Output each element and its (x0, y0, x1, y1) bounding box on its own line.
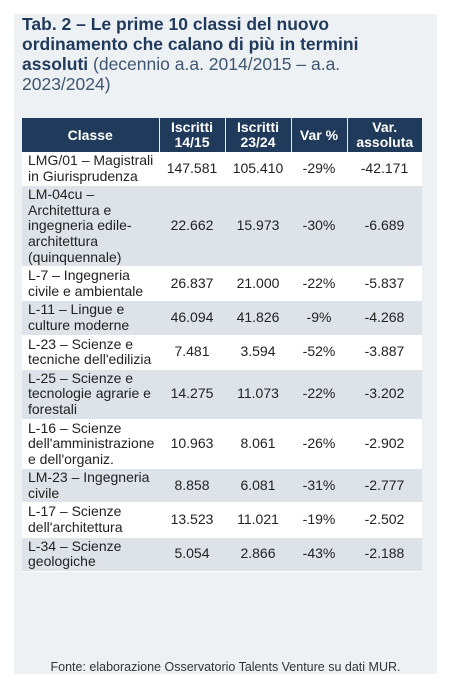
cell-var-abs: -3.202 (347, 369, 422, 420)
cell-classe: L-34 – Scienze geologiche (22, 537, 159, 572)
table-row: L-7 – Ingegneria civile e ambientale 26.… (22, 266, 422, 302)
cell-var-pct: -52% (291, 335, 347, 370)
cell-classe: L-25 – Scienze e tecnologie agrarie e fo… (22, 369, 159, 420)
cell-var-pct: -30% (291, 185, 347, 268)
cell-var-abs: -4.268 (347, 300, 422, 336)
cell-iscritti-1415: 147.581 (159, 152, 225, 187)
cell-var-pct: -22% (291, 369, 347, 420)
cell-var-abs: -2.188 (347, 537, 422, 572)
cell-var-abs: -42.171 (347, 152, 422, 187)
cell-var-pct: -9% (291, 300, 347, 336)
cell-iscritti-1415: 26.837 (159, 266, 225, 302)
cell-classe: L-16 – Scienze dell'amministrazione e de… (22, 419, 159, 470)
cell-var-abs: -2.502 (347, 502, 422, 538)
header-iscritti-1415: Iscritti 14/15 (159, 118, 226, 152)
header-var-pct: Var % (291, 118, 348, 152)
table-row: L-25 – Scienze e tecnologie agrarie e fo… (22, 369, 422, 420)
cell-iscritti-1415: 7.481 (159, 335, 225, 370)
cell-iscritti-1415: 8.858 (159, 468, 225, 504)
table-title: Tab. 2 – Le prime 10 classi del nuovo or… (22, 14, 407, 94)
source-note: Fonte: elaborazione Osservatorio Talents… (50, 660, 401, 674)
header-row: Classe Iscritti 14/15 Iscritti 23/24 Var… (22, 118, 422, 152)
cell-iscritti-2324: 15.973 (225, 185, 291, 268)
data-table: Classe Iscritti 14/15 Iscritti 23/24 Var… (22, 118, 422, 572)
cell-iscritti-2324: 11.073 (225, 369, 291, 420)
cell-iscritti-2324: 2.866 (225, 537, 291, 572)
cell-iscritti-2324: 105.410 (225, 152, 291, 187)
table-row: LM-23 – Ingegneria civile 8.858 6.081 -3… (22, 468, 422, 504)
title-bold: Tab. 2 – Le prime 10 classi del nuovo or… (22, 14, 359, 74)
cell-var-pct: -22% (291, 266, 347, 302)
cell-classe: LM-04cu – Architettura e ingegneria edil… (22, 185, 159, 268)
cell-iscritti-1415: 22.662 (159, 185, 225, 268)
cell-classe: L-23 – Scienze e tecniche dell'edilizia (22, 335, 159, 370)
table-row: L-34 – Scienze geologiche 5.054 2.866 -4… (22, 537, 422, 572)
cell-iscritti-1415: 5.054 (159, 537, 225, 572)
cell-var-abs: -6.689 (347, 185, 422, 268)
table-row: L-23 – Scienze e tecniche dell'edilizia … (22, 335, 422, 370)
table-row: L-17 – Scienze dell'architettura 13.523 … (22, 502, 422, 538)
cell-iscritti-1415: 10.963 (159, 419, 225, 470)
cell-classe: LM-23 – Ingegneria civile (22, 468, 159, 504)
cell-var-abs: -5.837 (347, 266, 422, 302)
cell-iscritti-2324: 11.021 (225, 502, 291, 538)
cell-var-pct: -31% (291, 468, 347, 504)
cell-classe: L-17 – Scienze dell'architettura (22, 502, 159, 538)
cell-var-abs: -2.777 (347, 468, 422, 504)
table-row: LMG/01 – Magistrali in Giurisprudenza 14… (22, 152, 422, 187)
header-classe: Classe (22, 118, 160, 152)
cell-iscritti-2324: 3.594 (225, 335, 291, 370)
cell-var-pct: -19% (291, 502, 347, 538)
cell-iscritti-1415: 46.094 (159, 300, 225, 336)
cell-classe: LMG/01 – Magistrali in Giurisprudenza (22, 152, 159, 187)
header-iscritti-2324: Iscritti 23/24 (225, 118, 292, 152)
cell-iscritti-1415: 14.275 (159, 369, 225, 420)
cell-classe: L-7 – Ingegneria civile e ambientale (22, 266, 159, 302)
title-subtitle: (decennio a.a. 2014/2015 – a.a. 2023/202… (22, 54, 341, 94)
table-row: L-11 – Lingue e culture moderne 46.094 4… (22, 300, 422, 336)
cell-var-pct: -29% (291, 152, 347, 187)
cell-var-abs: -3.887 (347, 335, 422, 370)
cell-iscritti-1415: 13.523 (159, 502, 225, 538)
table-row: LM-04cu – Architettura e ingegneria edil… (22, 185, 422, 268)
cell-var-pct: -26% (291, 419, 347, 470)
table-row: L-16 – Scienze dell'amministrazione e de… (22, 419, 422, 470)
cell-iscritti-2324: 21.000 (225, 266, 291, 302)
cell-var-pct: -43% (291, 537, 347, 572)
cell-iscritti-2324: 8.061 (225, 419, 291, 470)
cell-iscritti-2324: 6.081 (225, 468, 291, 504)
cell-var-abs: -2.902 (347, 419, 422, 470)
header-var-abs: Var. assoluta (347, 118, 422, 152)
cell-iscritti-2324: 41.826 (225, 300, 291, 336)
cell-classe: L-11 – Lingue e culture moderne (22, 300, 159, 336)
